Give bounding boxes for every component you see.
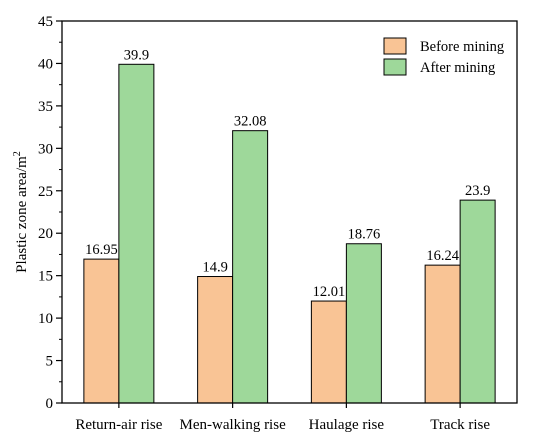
bar-after-mining <box>232 130 269 404</box>
y-tick-label: 40 <box>38 56 53 72</box>
y-tick-label: 35 <box>38 99 53 115</box>
legend-swatch-after-mining <box>383 58 407 76</box>
y-tick-label: 5 <box>46 354 54 370</box>
y-tick-label: 0 <box>46 396 54 412</box>
y-tick-label: 10 <box>38 311 53 327</box>
data-labels-layer: 16.95 39.9 14.9 32.08 12.01 18.76 16.24 23.9 <box>85 47 490 300</box>
legend-label-before-mining: Before mining <box>420 39 504 55</box>
x-tick-label: Haulage rise <box>309 417 385 433</box>
data-label: 16.24 <box>426 248 459 264</box>
y-axis-title-superscript: 2 <box>12 151 23 156</box>
bar-before-mining <box>83 258 120 404</box>
bar-after-mining <box>345 243 382 404</box>
bar-before-mining <box>197 276 234 404</box>
legend-label-after-mining: After mining <box>420 60 495 76</box>
data-label: 14.9 <box>202 260 227 276</box>
data-label: 16.95 <box>85 242 118 258</box>
x-tick-label: Track rise <box>430 417 490 433</box>
data-label: 23.9 <box>465 183 490 199</box>
x-tick-label: Men-walking rise <box>180 417 287 433</box>
y-axis-title-main: Plastic zone area/m <box>14 156 30 273</box>
legend: Before mining After mining <box>383 37 504 76</box>
y-tick-label: 30 <box>38 141 53 157</box>
bar-after-mining <box>459 199 496 404</box>
x-axis: Return-air rise Men-walking rise Haulage r… <box>75 403 490 433</box>
y-tick-label: 45 <box>38 14 53 30</box>
y-tick-label: 25 <box>38 184 53 200</box>
bar-before-mining <box>424 264 461 404</box>
y-axis: 0 5 10 15 20 25 30 35 40 45 <box>38 14 62 412</box>
x-tick-label: Return-air rise <box>75 417 162 433</box>
bar-before-mining <box>310 300 347 404</box>
y-tick-label: 15 <box>38 269 53 285</box>
y-axis-title: Plastic zone area/m2 <box>12 151 30 273</box>
bar-after-mining <box>118 63 155 404</box>
data-label: 12.01 <box>313 284 346 300</box>
data-label: 39.9 <box>124 47 149 63</box>
data-label: 18.76 <box>348 227 381 243</box>
data-label: 32.08 <box>234 114 267 130</box>
legend-swatch-before-mining <box>383 37 407 55</box>
bars-layer <box>83 63 496 404</box>
y-tick-label: 20 <box>38 226 53 242</box>
